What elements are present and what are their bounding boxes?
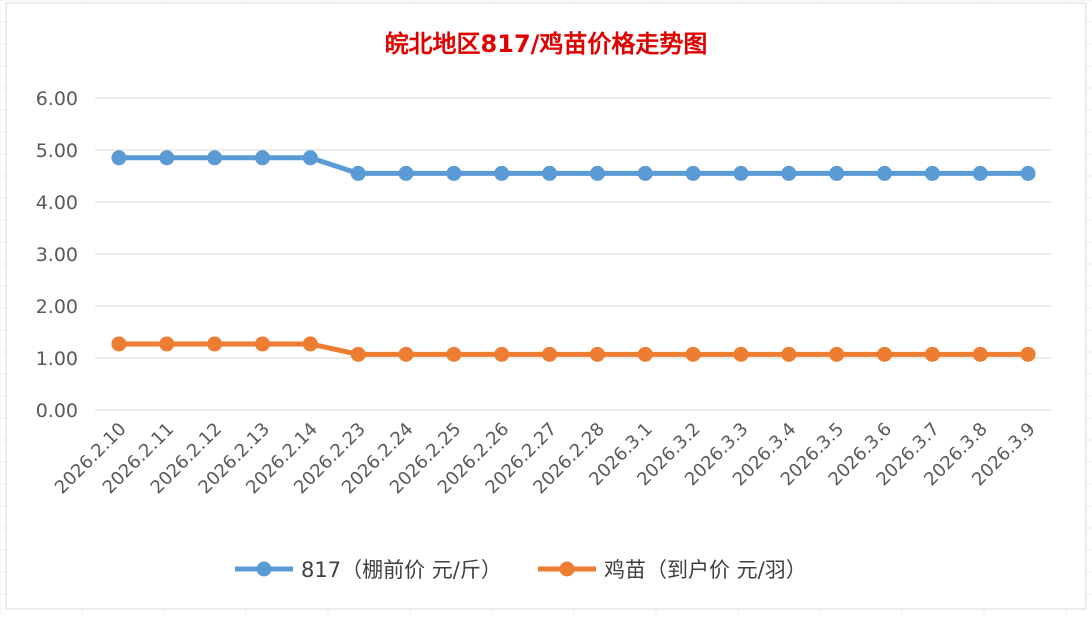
chart-title: 皖北地区817/鸡苗价格走势图 xyxy=(385,30,708,58)
legend-swatch-marker xyxy=(256,561,272,577)
series-1-point xyxy=(733,165,749,181)
y-tick-label: 1.00 xyxy=(36,348,78,370)
legend-swatch-marker xyxy=(559,561,575,577)
series-1-point xyxy=(972,165,988,181)
y-axis-ticks: 0.00 1.00 2.00 3.00 4.00 5.00 6.00 xyxy=(36,88,78,422)
series-1-point xyxy=(207,150,223,166)
series-1-point xyxy=(398,165,414,181)
y-tick-label: 3.00 xyxy=(36,244,78,266)
series-1-point xyxy=(254,150,270,166)
y-tick-label: 5.00 xyxy=(36,140,78,162)
series-2-point xyxy=(1020,346,1036,362)
series-2-point xyxy=(111,336,127,352)
legend: 817（棚前价 元/斤） 鸡苗（到户价 元/羽） xyxy=(235,558,807,582)
series-2-point xyxy=(685,346,701,362)
series-line-2 xyxy=(118,341,1029,357)
series-2-point xyxy=(350,346,366,362)
series-1-point xyxy=(350,165,366,181)
series-1-point xyxy=(111,150,127,166)
series-2-point xyxy=(302,336,318,352)
series-2-point xyxy=(446,346,462,362)
series-2-point xyxy=(781,346,797,362)
series-line-1 xyxy=(118,155,1029,176)
legend-label: 817（棚前价 元/斤） xyxy=(301,558,502,582)
series-2-point xyxy=(829,346,845,362)
series-1-point xyxy=(446,165,462,181)
y-tick-label: 0.00 xyxy=(36,400,78,422)
y-tick-label: 2.00 xyxy=(36,296,78,318)
series-2-point xyxy=(877,346,893,362)
series-2-point xyxy=(159,336,175,352)
gridlines xyxy=(95,97,1052,411)
series-2-point xyxy=(589,346,605,362)
series-2-point xyxy=(542,346,558,362)
series-1-point xyxy=(924,165,940,181)
series-2-point xyxy=(207,336,223,352)
series-1-point xyxy=(829,165,845,181)
series-1-point xyxy=(877,165,893,181)
legend-label: 鸡苗（到户价 元/羽） xyxy=(604,558,807,582)
series-1-point xyxy=(685,165,701,181)
series-2-point xyxy=(494,346,510,362)
series-1-point xyxy=(159,150,175,166)
y-tick-label: 4.00 xyxy=(36,192,78,214)
series-1-point xyxy=(302,150,318,166)
series-2-point xyxy=(398,346,414,362)
series-1-point xyxy=(781,165,797,181)
series-1-point xyxy=(542,165,558,181)
series-2-point xyxy=(254,336,270,352)
series-2-point xyxy=(924,346,940,362)
series-1-point xyxy=(494,165,510,181)
y-tick-label: 6.00 xyxy=(36,88,78,110)
series-2-point xyxy=(972,346,988,362)
series-1-point xyxy=(589,165,605,181)
series-layer xyxy=(111,150,1036,362)
series-1-point xyxy=(1020,165,1036,181)
series-1-point xyxy=(637,165,653,181)
series-2-point xyxy=(637,346,653,362)
series-2-point xyxy=(733,346,749,362)
